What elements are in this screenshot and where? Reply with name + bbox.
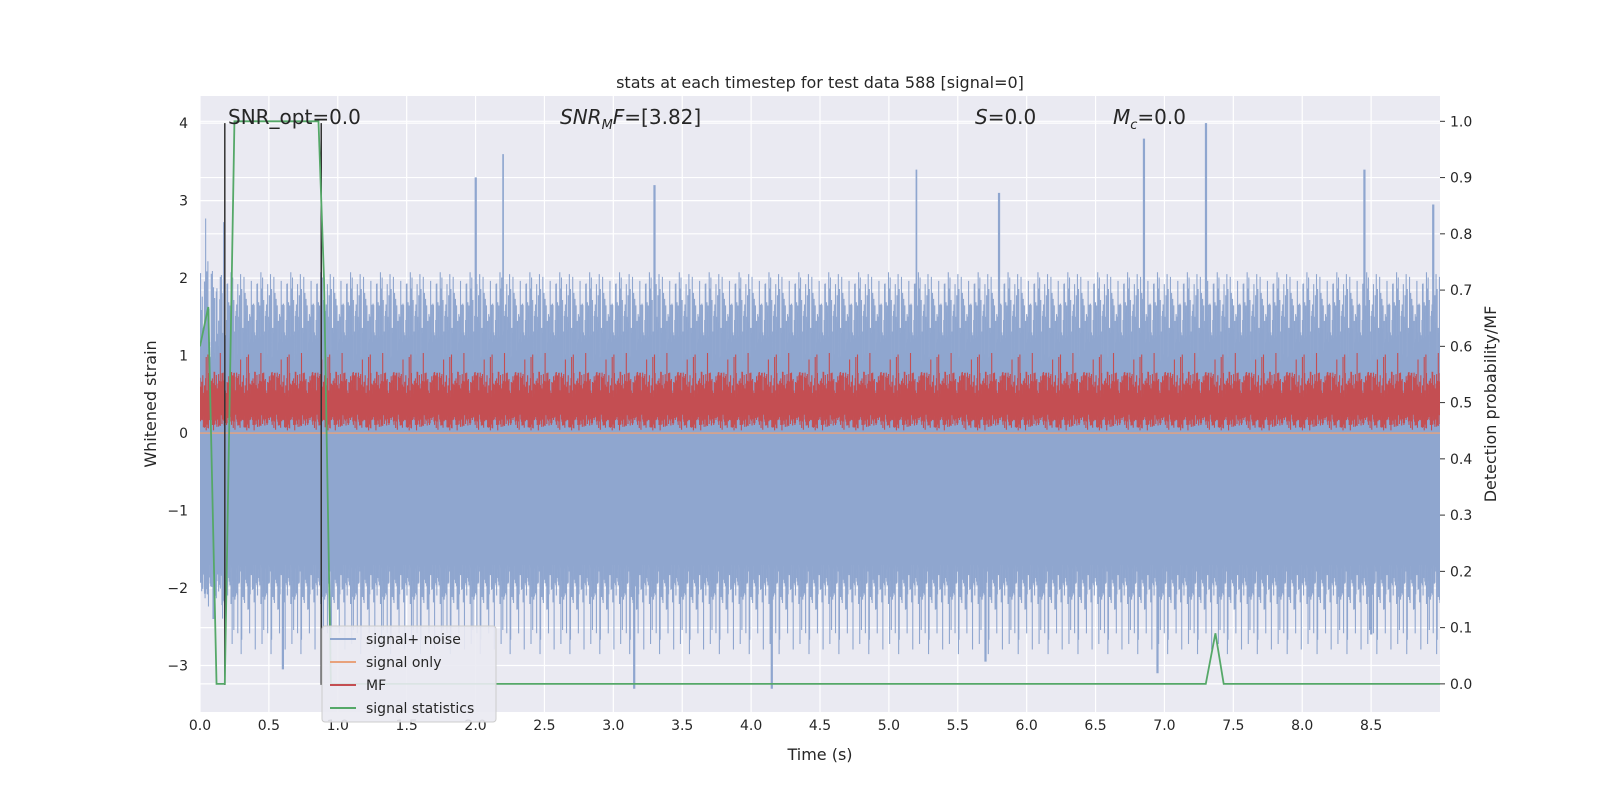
legend: signal+ noise signal only MF signal stat…	[321, 625, 497, 723]
x-tick-label: 7.5	[1222, 718, 1244, 734]
y-tick-label-left: −2	[167, 581, 188, 597]
legend-label-mf: MF	[366, 678, 386, 694]
y-tick-label-right: 0.3	[1450, 508, 1472, 524]
legend-item-signal-only: signal only	[330, 655, 441, 671]
legend-item-mf: MF	[330, 678, 386, 694]
y-tick-label-right: 0.6	[1450, 339, 1472, 355]
plot-area	[200, 120, 1440, 689]
annotations: SNR_opt=0.0 SNRMF=[3.82] S=0.0 Mc=0.0	[228, 105, 1186, 133]
x-tick-label: 6.0	[1016, 718, 1038, 734]
x-tick-label: 4.5	[809, 718, 831, 734]
x-tick-label: 5.0	[878, 718, 900, 734]
annotation-snr-opt: SNR_opt=0.0	[228, 105, 361, 129]
y-tick-label-right: 0.5	[1450, 396, 1472, 412]
y-tick-label-right: 0.7	[1450, 283, 1472, 299]
y-tick-label-left: 1	[179, 349, 188, 365]
legend-box	[321, 625, 497, 723]
y-tick-label-right: 0.4	[1450, 452, 1472, 468]
x-tick-label: 2.5	[533, 718, 555, 734]
y-axis-label-right: Detection probability/MF	[1481, 306, 1500, 503]
y-axis-ticks-left: 4 3 2 1 0 −1 −2 −3	[167, 116, 188, 674]
y-tick-label-left: 4	[179, 116, 188, 132]
x-tick-label: 0.0	[189, 718, 211, 734]
x-tick-label: 3.0	[602, 718, 624, 734]
y-tick-label-right: 0.1	[1450, 621, 1472, 637]
x-axis-label: Time (s)	[786, 745, 852, 764]
y-tick-label-left: 2	[179, 271, 188, 287]
x-tick-label: 4.0	[740, 718, 762, 734]
legend-item-signal-statistics: signal statistics	[330, 701, 474, 717]
x-tick-label: 7.0	[1153, 718, 1175, 734]
y-tick-label-right: 1.0	[1450, 114, 1472, 130]
legend-label-signal-noise: signal+ noise	[366, 632, 461, 648]
series-signal-statistics	[200, 120, 1440, 685]
x-tick-label: 8.0	[1291, 718, 1313, 734]
annotation-mc-value: Mc=0.0	[1113, 105, 1186, 133]
x-tick-label: 0.5	[258, 718, 280, 734]
legend-item-signal-noise: signal+ noise	[330, 632, 461, 648]
y-tick-label-left: −1	[167, 504, 188, 520]
y-tick-label-left: 3	[179, 194, 188, 210]
y-axis-label-left: Whitened strain	[141, 340, 160, 467]
chart-title: stats at each timestep for test data 588…	[616, 73, 1024, 92]
x-tick-label: 5.5	[947, 718, 969, 734]
y-axis-ticks-right: 1.0 0.9 0.8 0.7 0.6 0.5 0.4 0.3 0.2 0.1 0.0	[1440, 114, 1472, 693]
y-tick-label-right: 0.0	[1450, 677, 1472, 693]
series-mf	[200, 352, 1440, 431]
annotation-snr-mf: SNRMF=[3.82]	[560, 105, 701, 133]
y-tick-label-left: −3	[167, 659, 188, 675]
y-tick-label-left: 0	[179, 426, 188, 442]
y-tick-label-right: 0.2	[1450, 564, 1472, 580]
y-tick-label-right: 0.8	[1450, 227, 1472, 243]
x-tick-label: 6.5	[1084, 718, 1106, 734]
x-tick-label: 8.5	[1360, 718, 1382, 734]
x-tick-label: 3.5	[671, 718, 693, 734]
legend-label-signal-statistics: signal statistics	[366, 701, 474, 717]
x-axis-ticks: 0.0 0.5 1.0 1.5 2.0 2.5 3.0 3.5 4.0 4.5 5.0 5.5 6.0 6…	[189, 718, 1382, 734]
legend-label-signal-only: signal only	[366, 655, 441, 671]
y-tick-label-right: 0.9	[1450, 171, 1472, 187]
annotation-s-value: S=0.0	[975, 105, 1036, 129]
